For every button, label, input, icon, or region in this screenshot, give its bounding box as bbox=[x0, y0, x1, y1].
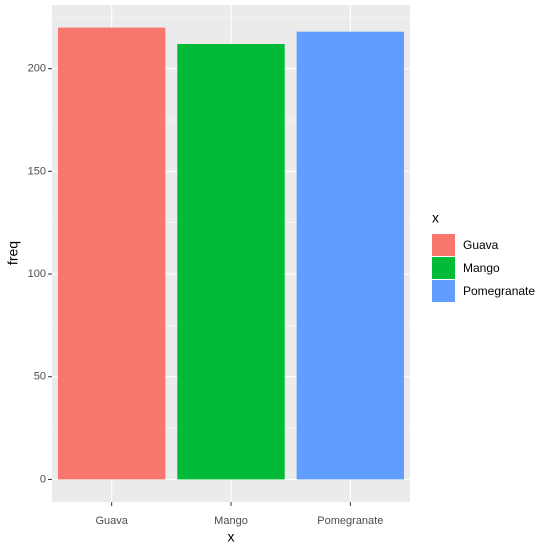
x-tick-label: Pomegranate bbox=[317, 515, 383, 527]
legend-title: x bbox=[432, 210, 439, 226]
legend-key bbox=[432, 257, 455, 279]
legend-key bbox=[432, 280, 455, 302]
legend-label: Mango bbox=[463, 261, 500, 275]
legend-label: Pomegranate bbox=[463, 284, 535, 298]
x-axis-title: x bbox=[228, 529, 235, 545]
y-tick-label: 100 bbox=[28, 268, 46, 280]
y-tick-label: 200 bbox=[28, 63, 46, 75]
bar bbox=[296, 31, 405, 480]
bar bbox=[57, 27, 166, 480]
y-tick-label: 150 bbox=[28, 165, 46, 177]
y-tick-label: 50 bbox=[34, 371, 46, 383]
y-tick-label: 0 bbox=[40, 473, 46, 485]
y-axis-title: freq bbox=[5, 241, 21, 265]
legend-key bbox=[432, 234, 455, 256]
bar bbox=[177, 44, 285, 480]
x-tick-label: Mango bbox=[214, 515, 248, 527]
x-tick-label: Guava bbox=[95, 515, 128, 527]
legend-label: Guava bbox=[463, 238, 499, 252]
